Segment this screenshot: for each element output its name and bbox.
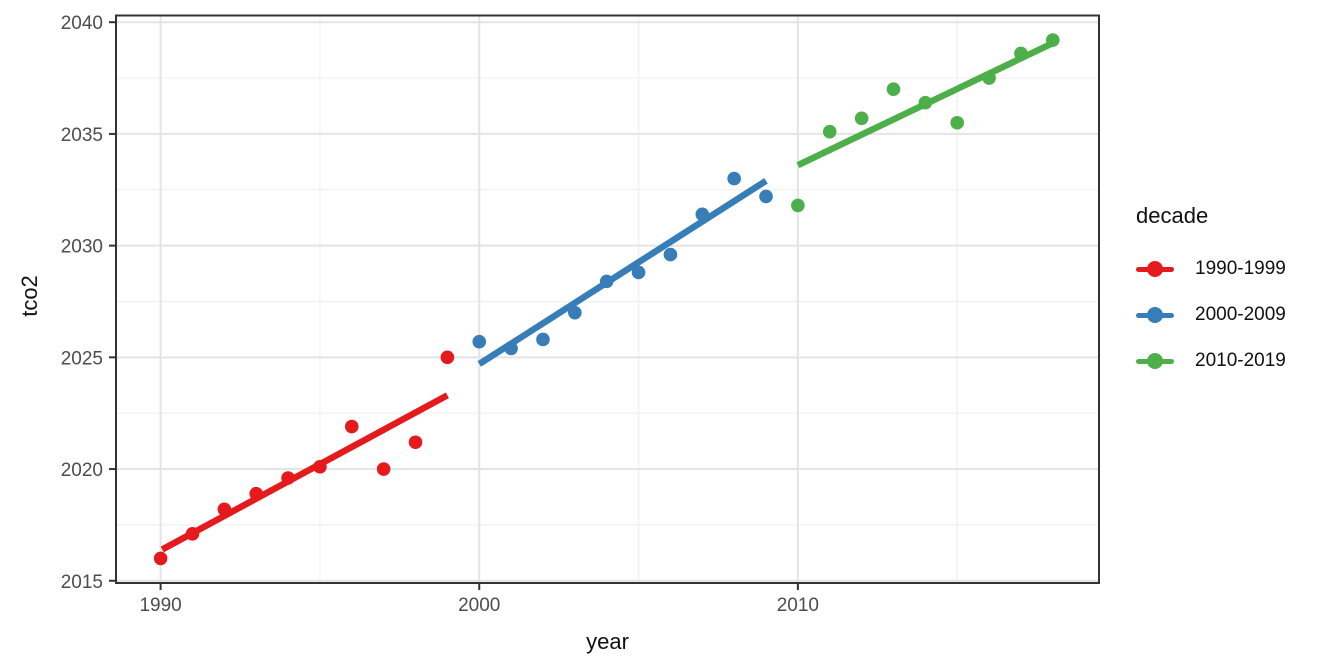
legend-label: 2010-2019 bbox=[1195, 350, 1286, 371]
legend-label: 1990-1999 bbox=[1195, 258, 1286, 279]
data-point bbox=[281, 471, 295, 485]
legend-key-line-icon bbox=[1136, 353, 1174, 369]
legend: decade 1990-1999 2000-2009 2010-2019 bbox=[1136, 201, 1286, 384]
series-2010-2019 bbox=[791, 33, 1060, 213]
legend-entry: 2010-2019 bbox=[1136, 338, 1286, 384]
legend-label: 2000-2009 bbox=[1195, 304, 1286, 325]
legend-key-point-icon bbox=[1147, 261, 1163, 277]
data-point bbox=[472, 334, 487, 349]
data-point bbox=[886, 82, 901, 97]
data-point bbox=[631, 265, 646, 280]
data-point bbox=[1014, 46, 1028, 61]
data-point bbox=[376, 462, 391, 476]
data-point bbox=[440, 350, 455, 365]
data-point bbox=[217, 502, 232, 517]
y-tick-label: 2020 bbox=[61, 460, 103, 481]
data-point bbox=[153, 551, 168, 566]
legend-key-line-icon bbox=[1136, 307, 1174, 323]
data-point bbox=[249, 486, 264, 501]
data-point bbox=[918, 95, 933, 110]
data-point bbox=[185, 527, 200, 541]
data-point bbox=[791, 198, 805, 213]
trend-line bbox=[477, 178, 768, 367]
gridlines bbox=[116, 15, 1099, 583]
y-tick-label: 2015 bbox=[61, 572, 103, 593]
data-point bbox=[313, 460, 327, 474]
legend-key-point-icon bbox=[1147, 307, 1163, 323]
data-point bbox=[759, 189, 773, 204]
x-tick-label: 1990 bbox=[139, 595, 181, 616]
legend-entries: 1990-1999 2000-2009 2010-2019 bbox=[1136, 246, 1286, 384]
data-point bbox=[854, 111, 869, 126]
y-tick-label: 2025 bbox=[61, 348, 103, 369]
legend-key-point-icon bbox=[1147, 353, 1163, 369]
legend-key-line-icon bbox=[1136, 261, 1174, 277]
series-2000-2009 bbox=[472, 171, 773, 367]
data-point bbox=[950, 115, 965, 130]
data-point bbox=[599, 274, 614, 289]
trend-line bbox=[160, 392, 449, 553]
panel-border bbox=[115, 14, 1100, 584]
legend-entry: 1990-1999 bbox=[1136, 246, 1286, 292]
x-axis-title: year bbox=[586, 629, 629, 654]
series-1990-1999 bbox=[153, 350, 455, 566]
data-point bbox=[663, 247, 678, 262]
data-point bbox=[568, 305, 582, 320]
legend-entry: 2000-2009 bbox=[1136, 292, 1286, 338]
y-tick-label: 2035 bbox=[61, 125, 103, 146]
legend-title: decade bbox=[1136, 203, 1209, 228]
axes: 1990 2000 2010 2015 2020 2025 2030 2035 2040 bbox=[61, 13, 819, 616]
data-point bbox=[1045, 33, 1060, 47]
x-tick-label: 2000 bbox=[458, 595, 500, 616]
data-point bbox=[344, 419, 359, 434]
data-point bbox=[822, 124, 837, 139]
data-point bbox=[408, 435, 423, 450]
data-point bbox=[727, 171, 741, 186]
data-point bbox=[982, 71, 996, 85]
y-axis-title: tco2 bbox=[17, 275, 42, 317]
data-point bbox=[536, 332, 550, 347]
y-tick-label: 2030 bbox=[61, 237, 103, 258]
y-tick-label: 2040 bbox=[61, 13, 103, 34]
x-tick-label: 2010 bbox=[777, 595, 819, 616]
data-point bbox=[695, 207, 710, 222]
data-point bbox=[504, 341, 518, 356]
